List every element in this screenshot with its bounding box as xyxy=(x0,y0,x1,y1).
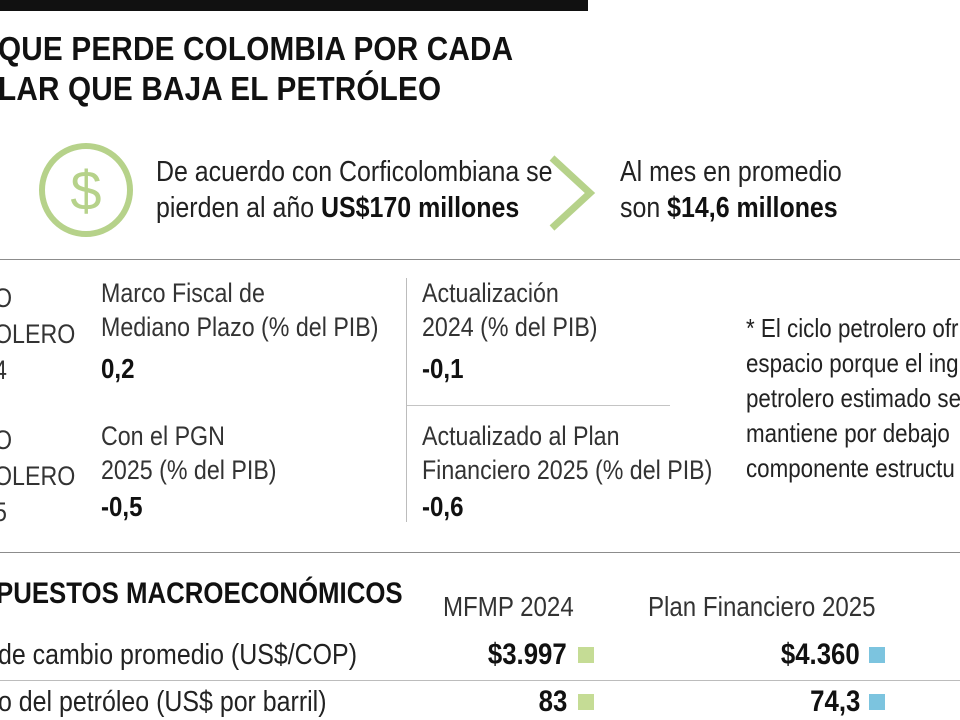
row1-left-l3: 4 xyxy=(0,352,75,388)
plan-2025-label-l1: Actualizado al Plan xyxy=(422,421,620,451)
intro-right-prefix: son xyxy=(620,192,661,224)
update-2024-label: Actualización 2024 (% del PIB) xyxy=(422,276,598,344)
update-2024-label-l1: Actualización xyxy=(422,278,559,308)
oil-plan-value: 74,3 xyxy=(809,685,860,718)
footnote-l4: mantiene por debajo xyxy=(746,418,950,448)
row2-left-l1: O xyxy=(0,422,75,458)
update-2024-label-l2: 2024 (% del PIB) xyxy=(422,312,598,342)
mfmp-value: 0,2 xyxy=(101,353,135,384)
top-bar xyxy=(0,0,588,11)
exchange-mfmp-value: $3.997 xyxy=(488,638,567,671)
dollar-icon: $ xyxy=(39,143,133,237)
intro-left-line1: De acuerdo con Corficolombiana se xyxy=(156,156,553,188)
intro-left-prefix: pierden al año xyxy=(156,192,315,224)
row1-left-l1: O xyxy=(0,280,75,316)
mfmp-label: Marco Fiscal de Mediano Plazo (% del PIB… xyxy=(101,276,378,344)
intro-right: Al mes en promedio son $14,6 millones xyxy=(620,154,842,226)
row2-left-label: O OLERO 5 xyxy=(0,422,75,530)
footnote-l1: * El ciclo petrolero ofr xyxy=(746,313,959,343)
pgn-label-l2: 2025 (% del PIB) xyxy=(101,455,277,485)
macro-section-title: PUESTOS MACROECONÓMICOS xyxy=(0,577,403,610)
intro-left: De acuerdo con Corficolombiana se pierde… xyxy=(156,154,552,226)
title-line-1: QUE PERDE COLOMBIA POR CADA xyxy=(0,30,514,67)
intro-right-line2: son $14,6 millones xyxy=(620,190,842,226)
title-line-2: LAR QUE BAJA EL PETRÓLEO xyxy=(0,70,442,107)
cell-divider xyxy=(406,405,670,406)
row-oil-label: o del petróleo (US$ por barril) xyxy=(0,686,327,718)
plan-2025-label-l2: Financiero 2025 (% del PIB) xyxy=(422,455,713,485)
intro-right-line1: Al mes en promedio xyxy=(620,156,842,188)
legend-square-plan xyxy=(869,647,885,663)
pgn-value: -0,5 xyxy=(101,491,143,522)
footnote: * El ciclo petrolero ofr espacio porque … xyxy=(746,311,960,486)
divider-top xyxy=(0,259,960,260)
footnote-l2: espacio porque el ing xyxy=(746,348,959,378)
pgn-label-l1: Con el PGN xyxy=(101,421,225,451)
divider-bottom xyxy=(0,552,960,553)
row2-left-l3: 5 xyxy=(0,494,75,530)
col-header-plan: Plan Financiero 2025 xyxy=(648,591,876,622)
update-2024-value: -0,1 xyxy=(422,353,464,384)
col-header-mfmp: MFMP 2024 xyxy=(443,591,574,622)
monthly-loss-amount: $14,6 millones xyxy=(667,192,838,224)
row-divider xyxy=(0,680,960,681)
column-divider xyxy=(406,278,407,522)
annual-loss-amount: US$170 millones xyxy=(321,192,520,224)
exchange-plan-value: $4.360 xyxy=(781,638,860,671)
mfmp-label-l1: Marco Fiscal de xyxy=(101,278,265,308)
row2-left-l2: OLERO xyxy=(0,461,76,491)
plan-2025-value: -0,6 xyxy=(422,491,464,522)
row1-left-label: O OLERO 4 xyxy=(0,280,75,388)
svg-text:$: $ xyxy=(70,159,101,222)
row1-left-l2: OLERO xyxy=(0,319,76,349)
mfmp-label-l2: Mediano Plazo (% del PIB) xyxy=(101,312,379,342)
footnote-l5: componente estructu xyxy=(746,453,955,483)
legend-square-plan-2 xyxy=(869,694,885,710)
pgn-label: Con el PGN 2025 (% del PIB) xyxy=(101,419,277,487)
intro-left-line2: pierden al año US$170 millones xyxy=(156,190,552,226)
legend-square-mfmp-2 xyxy=(578,694,594,710)
plan-2025-label: Actualizado al Plan Financiero 2025 (% d… xyxy=(422,419,712,487)
legend-square-mfmp xyxy=(578,647,594,663)
chevron-right-icon xyxy=(549,155,596,231)
row-exchange-label: de cambio promedio (US$/COP) xyxy=(0,639,358,671)
footnote-l3: petrolero estimado se xyxy=(746,383,960,413)
oil-mfmp-value: 83 xyxy=(538,685,567,718)
